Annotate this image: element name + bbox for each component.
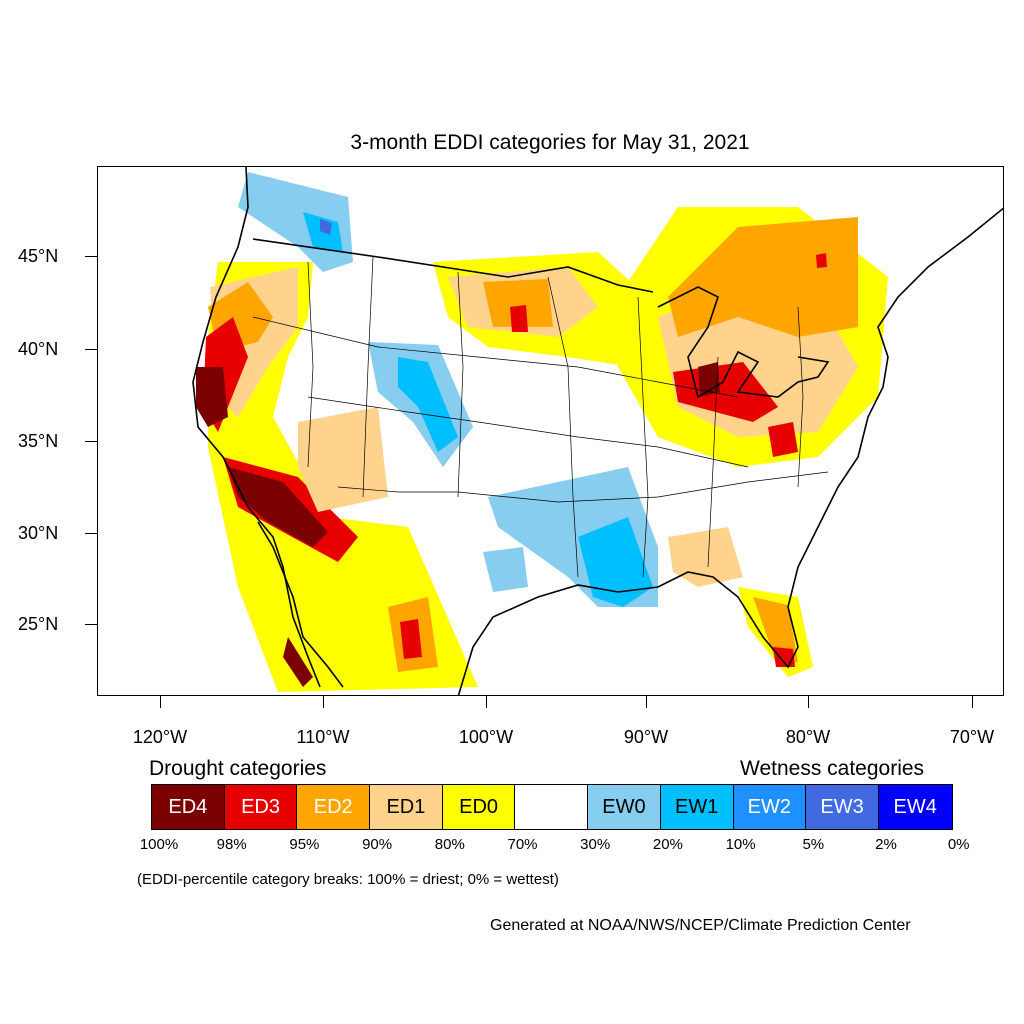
drought-categories-heading: Drought categories xyxy=(149,757,327,780)
state-line-1 xyxy=(252,316,739,398)
lat-label-25n: 25°N xyxy=(18,614,59,634)
lat-label-40n: 40°N xyxy=(18,339,59,359)
region-ew3-northwest xyxy=(320,219,332,235)
lon-label-100w: 100°W xyxy=(458,727,514,747)
percentile-break-label: 10% xyxy=(725,836,756,853)
legend-swatch-ed0: ED0 xyxy=(442,785,516,829)
eddi-map xyxy=(97,166,1004,696)
lon-tick-70w xyxy=(972,696,973,708)
percentile-break-label: 2% xyxy=(875,836,897,853)
region-ed3-florida xyxy=(773,647,795,667)
region-ed3-virginia xyxy=(768,422,798,457)
percentile-break-label: 5% xyxy=(802,836,825,853)
legend-swatch-ew0: EW0 xyxy=(588,785,661,829)
legend-swatch-ew2: EW2 xyxy=(733,785,807,829)
region-ed0-west xyxy=(208,262,478,692)
state-line-5 xyxy=(362,256,374,498)
state-line-7 xyxy=(547,276,579,578)
region-ed4-michigan xyxy=(698,362,720,397)
region-ed1-southeast xyxy=(668,527,743,587)
lon-label-90w: 90°W xyxy=(623,727,669,747)
lat-tick-40n xyxy=(85,349,97,350)
percentile-break-label: 90% xyxy=(362,836,393,853)
legend-swatch-ew3: EW3 xyxy=(806,785,879,829)
state-line-10 xyxy=(797,306,804,488)
credit-line: Generated at NOAA/NWS/NCEP/Climate Predi… xyxy=(490,917,911,934)
legend-swatch-ew1: EW1 xyxy=(660,785,734,829)
region-ed4-baja xyxy=(283,637,313,687)
lon-tick-120w xyxy=(160,696,161,708)
legend-swatch-ed3: ED3 xyxy=(224,785,298,829)
percentile-break-label: 0% xyxy=(947,836,970,853)
state-line-8 xyxy=(637,296,649,578)
category-legend: ED4 ED3 ED2 ED1 ED0 EW0 EW1 EW2 EW3 EW4 xyxy=(151,784,953,830)
category-breaks-note: (EDDI-percentile category breaks: 100% =… xyxy=(137,871,559,888)
state-line-9 xyxy=(707,356,719,568)
region-ed2-plains xyxy=(483,279,553,327)
lon-tick-80w xyxy=(808,696,809,708)
wetness-categories-heading: Wetness categories xyxy=(740,757,925,780)
lon-label-120w: 120°W xyxy=(132,727,188,747)
state-line-3 xyxy=(337,471,829,503)
region-ed1-fourcorners xyxy=(298,407,388,512)
percentile-break-label: 80% xyxy=(434,836,465,853)
region-ed3-mexico xyxy=(400,619,422,659)
percentile-break-label: 30% xyxy=(580,836,611,853)
lat-label-35n: 35°N xyxy=(18,431,59,451)
legend-swatch-ed1: ED1 xyxy=(370,785,443,829)
region-ed4-west xyxy=(196,367,228,427)
baja-coastline xyxy=(257,521,344,688)
lat-tick-25n xyxy=(85,624,97,625)
legend-swatch-ew4: EW4 xyxy=(878,785,952,829)
percentile-break-label: 20% xyxy=(652,836,683,853)
gulf-coastline xyxy=(457,207,1003,695)
category-regions xyxy=(196,172,888,692)
great-lakes xyxy=(657,286,830,399)
lat-tick-45n xyxy=(85,256,97,257)
lat-label-30n: 30°N xyxy=(18,523,59,543)
state-line-2 xyxy=(307,396,749,468)
lat-tick-35n xyxy=(85,441,97,442)
region-ew1-gulf xyxy=(578,517,653,607)
region-ew0-texas xyxy=(483,547,528,592)
lon-label-80w: 80°W xyxy=(785,727,831,747)
region-ed3-plains xyxy=(510,305,528,332)
percentile-break-label: 98% xyxy=(216,836,247,853)
legend-swatch-ed4: ED4 xyxy=(152,785,225,829)
region-ed4-southwest xyxy=(228,467,328,547)
lon-tick-110w xyxy=(323,696,324,708)
canada-border xyxy=(252,238,654,293)
legend-swatch-neutral xyxy=(515,785,589,829)
percentile-break-label: 100% xyxy=(139,836,179,853)
state-line-6 xyxy=(457,271,464,498)
lon-label-70w: 70°W xyxy=(949,727,995,747)
state-line-4 xyxy=(307,261,314,468)
coastlines-and-borders xyxy=(192,167,1003,695)
legend-swatch-ed2: ED2 xyxy=(297,785,371,829)
region-ed3-maine xyxy=(816,253,827,268)
lon-label-110w: 110°W xyxy=(296,727,350,747)
region-ew1-rockies xyxy=(398,357,458,452)
west-coastline xyxy=(192,167,321,688)
percentile-break-label: 70% xyxy=(507,836,538,853)
lon-tick-100w xyxy=(486,696,487,708)
lat-tick-30n xyxy=(85,533,97,534)
state-borders xyxy=(252,256,829,578)
eddi-map-canvas xyxy=(192,167,1003,695)
map-title: 3-month EDDI categories for May 31, 2021 xyxy=(350,131,750,154)
lon-tick-90w xyxy=(646,696,647,708)
percentile-break-label: 95% xyxy=(289,836,320,853)
lat-label-45n: 45°N xyxy=(18,246,59,266)
